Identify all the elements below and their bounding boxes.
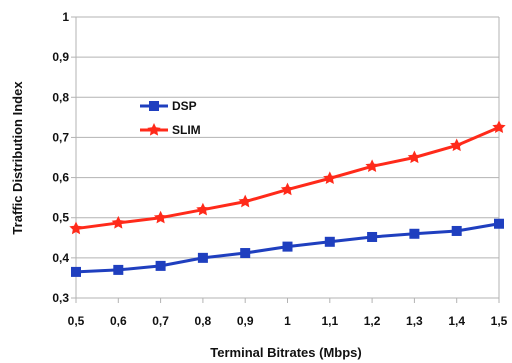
y-tick-label: 0,3 (52, 291, 69, 305)
data-point-dsp (240, 248, 251, 259)
legend-label-dsp: DSP (172, 99, 197, 113)
data-point-dsp (367, 231, 378, 242)
data-point-slim (492, 120, 506, 134)
legend-item-slim: SLIM (140, 123, 201, 137)
y-tick-label: 0,5 (52, 211, 69, 225)
x-tick-label: 1,5 (491, 314, 508, 328)
data-point-slim (111, 215, 125, 229)
x-tick-label: 0,9 (237, 314, 254, 328)
legend-item-dsp: DSP (140, 99, 197, 113)
x-tick-label: 0,7 (152, 314, 169, 328)
series-group (69, 120, 506, 277)
y-tick-label: 0,7 (52, 130, 69, 144)
axes (71, 16, 500, 303)
y-tick-label: 0,9 (52, 50, 69, 64)
data-point-slim (69, 221, 83, 235)
x-tick-label: 0,5 (68, 314, 85, 328)
data-point-slim (407, 150, 422, 164)
y-tick-labels: 0,3 0,4 0,5 0,6 0,7 0,8 0,9 1 (52, 10, 69, 305)
y-axis-title: Traffic Distribution Index (10, 81, 25, 235)
y-tick-label: 0,6 (52, 171, 69, 185)
data-point-slim (238, 194, 252, 208)
x-tick-label: 1,3 (406, 314, 423, 328)
grid-lines (76, 16, 499, 299)
data-point-dsp (324, 236, 335, 247)
data-point-dsp (155, 260, 166, 271)
y-tick-label: 0,8 (52, 90, 69, 104)
x-tick-label: 1,4 (448, 314, 465, 328)
legend: DSP SLIM (140, 99, 201, 137)
data-point-dsp (197, 252, 208, 263)
x-tick-label: 0,8 (195, 314, 212, 328)
legend-marker-slim (147, 123, 161, 136)
x-axis-title: Terminal Bitrates (Mbps) (210, 345, 361, 360)
series-dsp (71, 218, 504, 277)
data-point-dsp (409, 228, 420, 239)
x-tick-labels: 0,5 0,6 0,7 0,8 0,9 1 1,1 1,2 1,3 1,4 1,5 (68, 314, 508, 328)
data-point-slim (153, 210, 168, 224)
y-tick-label: 1 (62, 10, 69, 24)
data-point-dsp (113, 264, 124, 275)
legend-marker-dsp (149, 101, 159, 111)
series-slim (69, 120, 506, 235)
x-tick-label: 0,6 (110, 314, 127, 328)
data-point-slim (450, 138, 464, 152)
data-point-dsp (494, 218, 504, 229)
legend-label-slim: SLIM (172, 123, 201, 137)
x-tick-label: 1 (284, 314, 291, 328)
data-point-dsp (282, 241, 293, 252)
data-point-slim (323, 171, 337, 185)
x-tick-label: 1,1 (321, 314, 338, 328)
data-point-slim (365, 159, 379, 172)
y-tick-label: 0,4 (52, 251, 69, 265)
data-point-slim (280, 182, 295, 196)
data-point-slim (196, 202, 210, 216)
x-tick-label: 1,2 (364, 314, 381, 328)
data-point-dsp (71, 266, 81, 277)
data-point-dsp (451, 225, 462, 236)
